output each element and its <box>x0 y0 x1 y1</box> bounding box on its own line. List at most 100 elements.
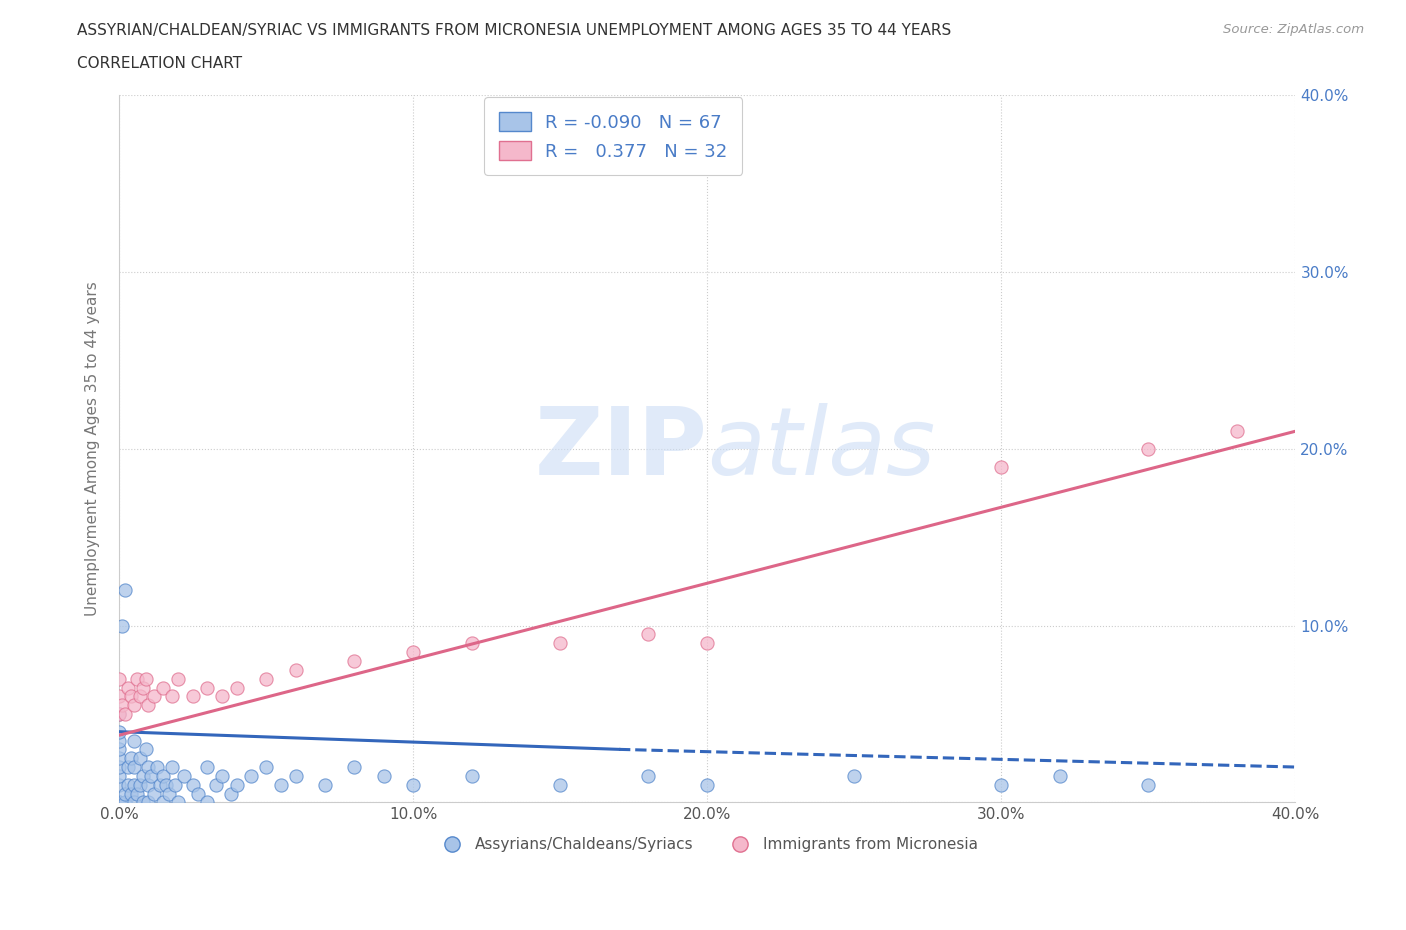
Point <box>461 636 484 651</box>
Point <box>122 777 145 792</box>
Point <box>270 777 292 792</box>
Text: atlas: atlas <box>707 404 935 495</box>
Point <box>343 760 366 775</box>
Point <box>114 795 136 810</box>
Point <box>111 698 134 712</box>
Point <box>120 751 142 765</box>
Point <box>548 777 571 792</box>
Point <box>205 777 228 792</box>
Point <box>373 768 395 783</box>
Point <box>131 680 153 695</box>
Point <box>152 768 174 783</box>
Point <box>181 777 204 792</box>
Point <box>108 724 131 739</box>
Point <box>163 777 186 792</box>
Point <box>117 680 139 695</box>
Point <box>1137 442 1160 457</box>
Point <box>240 768 263 783</box>
Point <box>461 768 484 783</box>
Point <box>143 786 166 801</box>
Point <box>114 786 136 801</box>
Point <box>138 777 160 792</box>
Point <box>211 689 233 704</box>
Legend: Assyrians/Chaldeans/Syriacs, Immigrants from Micronesia: Assyrians/Chaldeans/Syriacs, Immigrants … <box>430 831 984 858</box>
Point <box>187 786 209 801</box>
Point <box>108 689 131 704</box>
Point <box>195 760 218 775</box>
Point <box>160 689 183 704</box>
Point <box>131 768 153 783</box>
Point <box>138 698 160 712</box>
Point <box>181 689 204 704</box>
Point <box>167 671 190 686</box>
Point <box>195 795 218 810</box>
Point <box>219 786 242 801</box>
Point <box>128 689 150 704</box>
Point <box>108 733 131 748</box>
Point <box>167 795 190 810</box>
Point <box>696 777 718 792</box>
Point <box>117 777 139 792</box>
Point <box>120 786 142 801</box>
Point <box>143 689 166 704</box>
Point <box>117 760 139 775</box>
Point <box>1226 424 1249 439</box>
Point <box>128 777 150 792</box>
Point <box>548 636 571 651</box>
Point <box>108 760 131 775</box>
Point <box>152 680 174 695</box>
Point <box>211 768 233 783</box>
Point <box>138 760 160 775</box>
Point <box>108 777 131 792</box>
Text: ZIP: ZIP <box>534 403 707 495</box>
Point <box>990 459 1012 474</box>
Point <box>108 671 131 686</box>
Point <box>114 707 136 722</box>
Point <box>155 777 177 792</box>
Point <box>108 707 131 722</box>
Point <box>134 671 156 686</box>
Point <box>637 627 659 642</box>
Point <box>122 733 145 748</box>
Point <box>125 671 148 686</box>
Text: Source: ZipAtlas.com: Source: ZipAtlas.com <box>1223 23 1364 36</box>
Point <box>108 751 131 765</box>
Point <box>120 689 142 704</box>
Point <box>254 760 277 775</box>
Point <box>114 583 136 598</box>
Point <box>152 795 174 810</box>
Point <box>108 768 131 783</box>
Point <box>844 768 866 783</box>
Point <box>108 795 131 810</box>
Point <box>1137 777 1160 792</box>
Point <box>122 760 145 775</box>
Point <box>343 654 366 669</box>
Point <box>108 795 131 810</box>
Point <box>134 742 156 757</box>
Point <box>108 707 131 722</box>
Text: ASSYRIAN/CHALDEAN/SYRIAC VS IMMIGRANTS FROM MICRONESIA UNEMPLOYMENT AMONG AGES 3: ASSYRIAN/CHALDEAN/SYRIAC VS IMMIGRANTS F… <box>77 23 952 38</box>
Point <box>138 795 160 810</box>
Point <box>314 777 336 792</box>
Y-axis label: Unemployment Among Ages 35 to 44 years: Unemployment Among Ages 35 to 44 years <box>86 282 100 617</box>
Point <box>131 795 153 810</box>
Point <box>254 671 277 686</box>
Point <box>696 636 718 651</box>
Point <box>284 662 307 677</box>
Point <box>125 786 148 801</box>
Point <box>141 768 163 783</box>
Point <box>225 777 247 792</box>
Point <box>284 768 307 783</box>
Point <box>146 760 169 775</box>
Point <box>157 786 180 801</box>
Point <box>637 768 659 783</box>
Point <box>111 618 134 633</box>
Point <box>122 698 145 712</box>
Point <box>122 795 145 810</box>
Text: CORRELATION CHART: CORRELATION CHART <box>77 56 242 71</box>
Point <box>225 680 247 695</box>
Point <box>173 768 195 783</box>
Point <box>149 777 172 792</box>
Point <box>1049 768 1071 783</box>
Point <box>195 680 218 695</box>
